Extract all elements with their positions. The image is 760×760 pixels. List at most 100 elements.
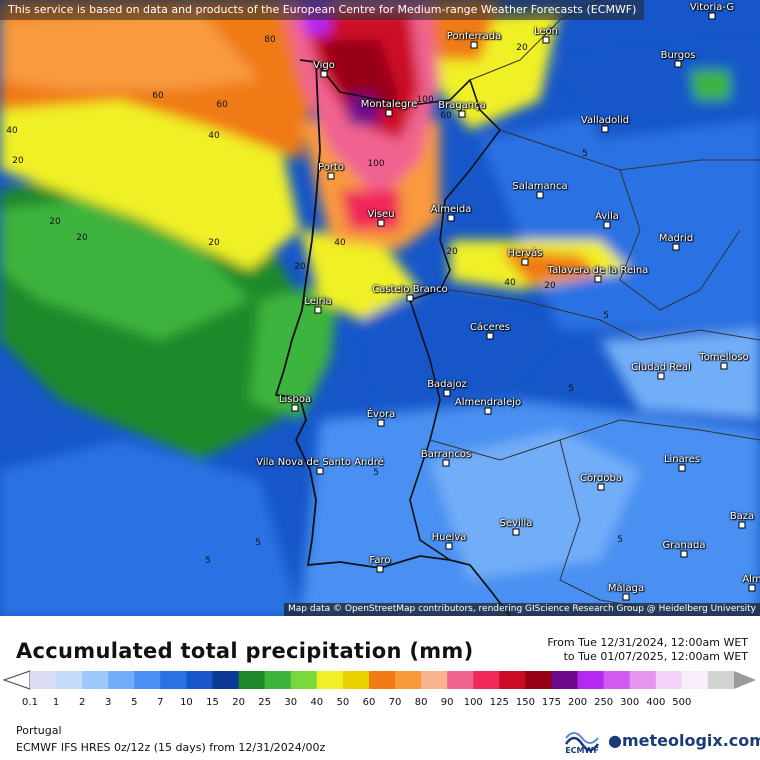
city-label: Huelva: [431, 532, 467, 543]
city-label: León: [533, 26, 559, 37]
contour-label: 5: [373, 468, 379, 478]
legend-swatch: [577, 671, 605, 689]
city-label: Évora: [366, 409, 396, 420]
contour-label: 100: [367, 159, 385, 169]
legend-tick-label: 5: [131, 697, 138, 708]
legend-tick-label: 60: [362, 697, 376, 708]
legend-tick-label: 3: [105, 697, 112, 708]
legend-tick-label: 125: [489, 697, 509, 708]
legend-tick-label: 90: [440, 697, 454, 708]
city-label: Vitoria-G: [689, 2, 735, 13]
city-marker: [377, 219, 385, 227]
period-to: to Tue 01/07/2025, 12:00am WET: [563, 650, 748, 663]
legend-swatch: [447, 671, 474, 689]
legend-tick-label: 300: [620, 697, 640, 708]
legend-tick-label: 2: [78, 697, 86, 708]
meteologix-logo[interactable]: ●meteologix.com: [608, 731, 760, 750]
legend-swatch: [629, 671, 657, 689]
city-marker: [316, 467, 324, 475]
city-marker: [597, 483, 605, 491]
legend-tick-label: 25: [258, 697, 272, 708]
precipitation-map[interactable]: This service is based on data and produc…: [0, 0, 760, 616]
city-label: Burgos: [660, 50, 696, 61]
city-marker: [445, 542, 453, 550]
city-label: Tomelloso: [699, 352, 749, 363]
portugal-spain-border: [315, 61, 502, 561]
legend-tick-label: 30: [284, 697, 298, 708]
city-marker: [470, 41, 478, 49]
city-marker: [291, 404, 299, 412]
legend-swatch: [395, 671, 422, 689]
contour-label: 40: [334, 238, 346, 248]
city-label: Lisboa: [278, 394, 312, 405]
city-marker: [672, 243, 680, 251]
city-marker: [536, 191, 544, 199]
contour-label: 60: [152, 91, 164, 101]
city-label: Alm: [742, 574, 760, 585]
city-marker: [406, 294, 414, 302]
chart-title: Accumulated total precipitation (mm): [16, 639, 474, 663]
city-label: Madrid: [658, 233, 694, 244]
legend-swatch: [368, 671, 396, 689]
legend-swatch: [238, 671, 266, 689]
city-marker: [521, 258, 529, 266]
city-marker: [657, 372, 665, 380]
forecast-period: From Tue 12/31/2024, 12:00am WET to Tue …: [547, 636, 748, 664]
city-marker: [622, 593, 630, 601]
ecmwf-logo-text: ECMWF: [565, 746, 599, 755]
ecmwf-logo-icon: [564, 732, 600, 752]
map-attribution[interactable]: Map data © OpenStreetMap contributors, r…: [284, 603, 760, 616]
city-label: Cáceres: [469, 322, 511, 333]
meteologix-site: meteologix.com: [621, 731, 760, 750]
contour-label: 20: [294, 262, 306, 272]
city-label: Badajoz: [427, 379, 467, 390]
city-marker: [542, 36, 550, 44]
city-label: Granada: [662, 540, 706, 551]
contour-label: 40: [6, 126, 18, 136]
contour-label: 20: [446, 247, 458, 257]
coastline: [274, 59, 511, 616]
legend-tick-label: 20: [232, 697, 245, 708]
city-label: Linares: [663, 454, 701, 465]
legend-ticks: 0.1 1 2 3 5 7 10 15 20 25 30 40 50 60 70 80 90 100 125 150 1…: [0, 697, 760, 711]
contour-label: 5: [582, 149, 588, 159]
legend-tick-label: 70: [388, 697, 402, 708]
city-marker: [486, 332, 494, 340]
legend-swatch: [421, 671, 448, 689]
city-label: Ávila: [595, 211, 619, 222]
legend-over-arrow: [734, 671, 756, 689]
city-marker: [385, 109, 393, 117]
city-label: Baza: [729, 511, 755, 522]
model-info: ECMWF IFS HRES 0z/12z (15 days) from 12/…: [16, 741, 326, 754]
legend-under-arrow: [2, 670, 31, 690]
city-marker: [443, 389, 451, 397]
city-marker: [442, 459, 450, 467]
city-label: Montalegre: [360, 99, 418, 110]
contour-label: 60: [216, 100, 228, 110]
contour-label: 100: [416, 95, 434, 105]
ecmwf-banner: This service is based on data and produc…: [0, 0, 645, 20]
city-label: Bragança: [438, 100, 486, 111]
legend-swatch: [264, 671, 292, 689]
contour-label: 20: [12, 156, 24, 166]
city-label: Vila Nova de Santo André: [256, 457, 384, 468]
legend-tick-label: 175: [541, 697, 562, 708]
city-marker: [738, 521, 746, 529]
city-marker: [603, 221, 611, 229]
legend-swatch: [290, 671, 318, 689]
legend-swatch: [499, 671, 526, 689]
legend-tick-label: 200: [568, 697, 588, 708]
legend-swatch: [473, 671, 500, 689]
city-label: Barrancos: [420, 449, 472, 460]
legend-swatch: [316, 671, 344, 689]
contour-label: 20: [544, 281, 556, 291]
city-label: Córdoba: [580, 473, 622, 484]
contour-label: 20: [49, 217, 61, 227]
city-label: Viseu: [367, 209, 395, 220]
contour-label: 40: [208, 131, 220, 141]
legend-tick-label: 100: [463, 697, 483, 708]
region-name: Portugal: [16, 724, 62, 737]
city-label: Valladolid: [580, 115, 630, 126]
legend-swatch: [655, 671, 683, 689]
city-marker: [320, 70, 328, 78]
